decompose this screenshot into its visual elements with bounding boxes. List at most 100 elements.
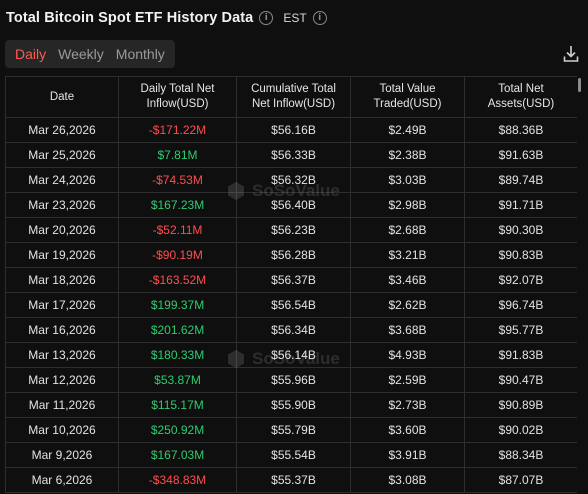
tab-monthly[interactable]: Monthly [115,46,165,62]
cell-net-assets: $90.89B [464,392,577,418]
cell-daily-inflow: $53.87M [118,367,237,393]
table-row: Mar 12,2026 $53.87M $55.96B $2.59B $90.47B [5,367,577,393]
cell-cumulative-inflow: $56.33B [236,142,351,168]
cell-net-assets: $90.30B [464,217,577,243]
table-row: Mar 10,2026 $250.92M $55.79B $3.60B $90.02B [5,417,577,443]
cell-value-traded: $3.03B [350,167,465,193]
etf-history-table-container[interactable]: Date Daily Total Net Inflow(USD) Cumulat… [5,76,577,494]
cell-value-traded: $2.68B [350,217,465,243]
cell-date: Mar 10,2026 [5,417,119,443]
table-scrollbar[interactable] [578,78,581,92]
cell-date: Mar 11,2026 [5,392,119,418]
cell-value-traded: $3.08B [350,467,465,493]
cell-daily-inflow: -$90.19M [118,242,237,268]
cell-date: Mar 18,2026 [5,267,119,293]
cell-value-traded: $2.38B [350,142,465,168]
cell-cumulative-inflow: $56.37B [236,267,351,293]
tab-daily[interactable]: Daily [15,46,47,62]
download-button[interactable] [563,44,579,64]
col-date: Date [5,76,119,118]
cell-value-traded: $3.60B [350,417,465,443]
page-header: Total Bitcoin Spot ETF History Data i ES… [6,8,327,28]
cell-date: Mar 13,2026 [5,342,119,368]
table-row: Mar 24,2026 -$74.53M $56.32B $3.03B $89.74B [5,167,577,193]
table-row: Mar 17,2026 $199.37M $56.54B $2.62B $96.74B [5,292,577,318]
cell-daily-inflow: -$171.22M [118,117,237,143]
cell-cumulative-inflow: $56.54B [236,292,351,318]
cell-cumulative-inflow: $56.16B [236,117,351,143]
table-row: Mar 16,2026 $201.62M $56.34B $3.68B $95.77B [5,317,577,343]
cell-daily-inflow: $7.81M [118,142,237,168]
cell-daily-inflow: $167.23M [118,192,237,218]
cell-net-assets: $90.47B [464,367,577,393]
etf-history-table: Date Daily Total Net Inflow(USD) Cumulat… [5,76,577,493]
page-title: Total Bitcoin Spot ETF History Data [6,10,254,26]
col-value-traded: Total Value Traded(USD) [350,76,465,118]
cell-value-traded: $2.49B [350,117,465,143]
cell-daily-inflow: -$52.11M [118,217,237,243]
cell-cumulative-inflow: $56.34B [236,317,351,343]
cell-daily-inflow: $199.37M [118,292,237,318]
cell-date: Mar 17,2026 [5,292,119,318]
cell-net-assets: $90.83B [464,242,577,268]
table-row: Mar 19,2026 -$90.19M $56.28B $3.21B $90.83B [5,242,577,268]
cell-net-assets: $91.83B [464,342,577,368]
cell-net-assets: $92.07B [464,267,577,293]
cell-daily-inflow: $167.03M [118,442,237,468]
col-net-assets: Total Net Assets(USD) [464,76,577,118]
cell-date: Mar 23,2026 [5,192,119,218]
cell-daily-inflow: $250.92M [118,417,237,443]
cell-cumulative-inflow: $55.79B [236,417,351,443]
cell-cumulative-inflow: $56.40B [236,192,351,218]
cell-cumulative-inflow: $56.14B [236,342,351,368]
table-row: Mar 13,2026 $180.33M $56.14B $4.93B $91.83B [5,342,577,368]
cell-daily-inflow: $115.17M [118,392,237,418]
cell-date: Mar 26,2026 [5,117,119,143]
cell-net-assets: $88.36B [464,117,577,143]
cell-net-assets: $90.02B [464,417,577,443]
cell-date: Mar 19,2026 [5,242,119,268]
cell-date: Mar 12,2026 [5,367,119,393]
cell-net-assets: $91.71B [464,192,577,218]
cell-cumulative-inflow: $56.23B [236,217,351,243]
cell-cumulative-inflow: $55.37B [236,467,351,493]
cell-date: Mar 20,2026 [5,217,119,243]
table-row: Mar 6,2026 -$348.83M $55.37B $3.08B $87.07B [5,467,577,493]
cell-date: Mar 25,2026 [5,142,119,168]
cell-value-traded: $3.21B [350,242,465,268]
cell-net-assets: $89.74B [464,167,577,193]
cell-value-traded: $3.68B [350,317,465,343]
info-icon[interactable]: i [259,11,274,25]
cell-net-assets: $96.74B [464,292,577,318]
cell-cumulative-inflow: $56.28B [236,242,351,268]
table-row: Mar 25,2026 $7.81M $56.33B $2.38B $91.63B [5,142,577,168]
timezone-info-icon[interactable]: i [312,11,327,25]
cell-value-traded: $2.73B [350,392,465,418]
table-row: Mar 18,2026 -$163.52M $56.37B $3.46B $92.07B [5,267,577,293]
download-icon [563,46,579,62]
cell-value-traded: $3.91B [350,442,465,468]
cell-daily-inflow: $180.33M [118,342,237,368]
cell-value-traded: $2.62B [350,292,465,318]
cell-daily-inflow: -$163.52M [118,267,237,293]
cell-cumulative-inflow: $55.90B [236,392,351,418]
tab-weekly[interactable]: Weekly [58,46,104,62]
table-row: Mar 9,2026 $167.03M $55.54B $3.91B $88.34B [5,442,577,468]
col-cumulative-inflow: Cumulative Total Net Inflow(USD) [236,76,351,118]
cell-value-traded: $3.46B [350,267,465,293]
cell-daily-inflow: -$74.53M [118,167,237,193]
col-daily-inflow: Daily Total Net Inflow(USD) [118,76,237,118]
cell-daily-inflow: -$348.83M [118,467,237,493]
timezone-label: EST [283,11,307,25]
cell-value-traded: $2.59B [350,367,465,393]
period-tabs: Daily Weekly Monthly [5,40,175,68]
cell-cumulative-inflow: $55.54B [236,442,351,468]
cell-net-assets: $88.34B [464,442,577,468]
table-row: Mar 26,2026 -$171.22M $56.16B $2.49B $88.36B [5,117,577,143]
cell-net-assets: $91.63B [464,142,577,168]
cell-cumulative-inflow: $55.96B [236,367,351,393]
cell-cumulative-inflow: $56.32B [236,167,351,193]
table-row: Mar 23,2026 $167.23M $56.40B $2.98B $91.71B [5,192,577,218]
table-header-row: Date Daily Total Net Inflow(USD) Cumulat… [5,76,577,118]
cell-date: Mar 16,2026 [5,317,119,343]
